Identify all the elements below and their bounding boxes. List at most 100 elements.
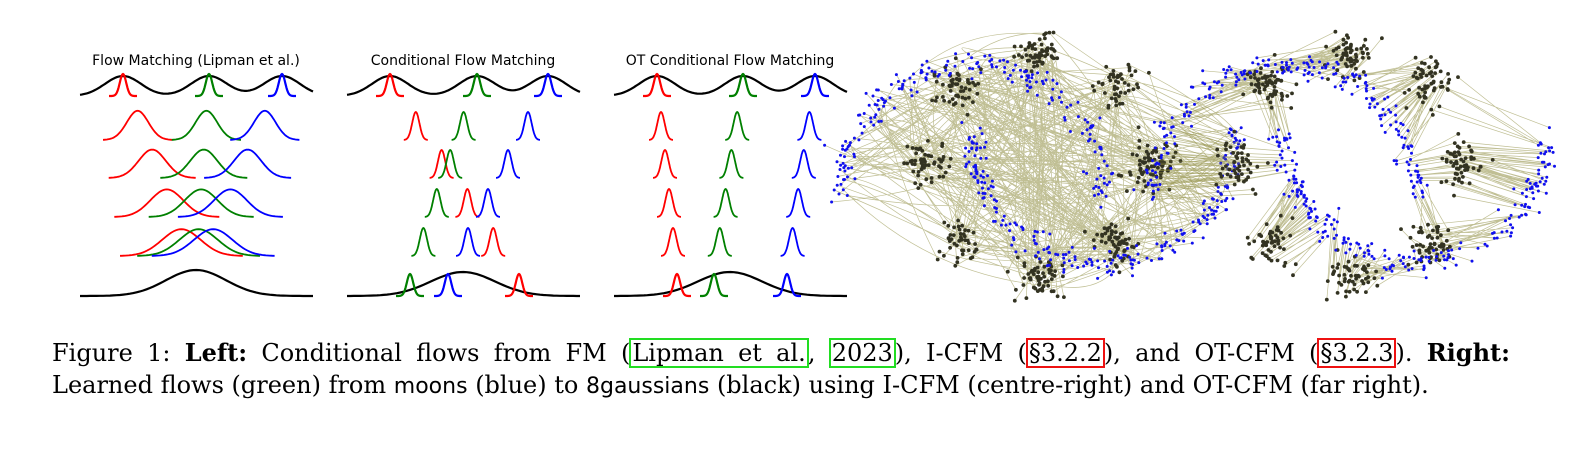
otcfm-moons-point (1169, 166, 1173, 170)
otcfm-8gaussians-point (1355, 59, 1359, 63)
otcfm-moons-point (1543, 165, 1547, 169)
otcfm-8gaussians-point (1345, 64, 1349, 69)
icfm-moons-point (1070, 264, 1074, 268)
icfm-8gaussians-point (916, 170, 921, 174)
icfm-moons-point (1102, 159, 1106, 163)
caption-left-text-1: Conditional flows from FM ( (261, 339, 631, 367)
section-ref-otcfm-link[interactable]: §3.2.3 (1317, 338, 1397, 368)
icfm-moons-point (979, 174, 983, 178)
otcfm-moons-point (1225, 68, 1229, 72)
otcfm-8gaussians-point (1455, 172, 1459, 177)
otcfm-8gaussians-point (1263, 253, 1268, 258)
otcfm-8gaussians-point (1231, 151, 1235, 155)
icfm-8gaussians-point (1024, 296, 1029, 300)
fm-red-conditional-curve (120, 228, 243, 257)
icfm-moons-point (1085, 262, 1089, 266)
icfm-8gaussians-point (1037, 282, 1041, 287)
icfm-8gaussians-point (1156, 165, 1160, 170)
otcfm-moons-point (1422, 268, 1426, 272)
citation-lipman-author-link[interactable]: Lipman et al. (629, 338, 809, 368)
dataset-name-8gaussians: 8gaussians (585, 374, 710, 399)
icfm-moons-point (835, 183, 839, 187)
otcfm-moons-point (1303, 68, 1307, 72)
icfm-8gaussians-point (1118, 102, 1122, 106)
otcfm-moons-point (1173, 135, 1176, 139)
icfm-moons-point (912, 80, 916, 84)
icfm-moons-point (1225, 184, 1229, 188)
icfm-8gaussians-point (1114, 92, 1118, 96)
icfm-moons-point (1201, 202, 1205, 205)
icfm-moons-point (990, 63, 994, 67)
icfm-8gaussians-point (951, 102, 956, 107)
icfm-moons-point (1201, 236, 1205, 240)
icfm-moons-point (992, 198, 996, 202)
otcfm-moons-point (1342, 236, 1346, 240)
otcfm-8gaussians-point (1430, 74, 1435, 78)
icfm-moons-point (1108, 180, 1111, 184)
icfm-moons-point (1028, 80, 1032, 84)
icfm-8gaussians-point (1126, 62, 1131, 67)
icfm-moons-point (1076, 100, 1080, 104)
otcfm-moons-point (1410, 151, 1413, 155)
otcfm-8gaussians-point (1289, 106, 1294, 110)
otcfm-8gaussians-point (1236, 151, 1240, 156)
otcfm-moons-point (1525, 188, 1529, 191)
otcfm-moons-point (1406, 129, 1410, 133)
icfm-8gaussians-point (1125, 189, 1129, 194)
otcfm-moons-point (1547, 146, 1551, 150)
otcfm-moons-point (1365, 84, 1369, 88)
otcfm-moons-point (1407, 147, 1411, 150)
otcfm-moons-point (1386, 95, 1390, 99)
icfm-8gaussians-point (956, 218, 960, 223)
otcfm-8gaussians-point (1264, 222, 1269, 227)
otcfm-moons-point (1289, 58, 1293, 62)
icfm-moons-point (1116, 254, 1120, 258)
otcfm-moons-point (1293, 168, 1297, 172)
otcfm-moons-point (1403, 265, 1407, 269)
icfm-moons-point (944, 68, 948, 72)
otcfm-8gaussians-point (1452, 193, 1456, 198)
icfm-moons-point (1024, 70, 1028, 73)
icfm-moons-point (1160, 257, 1164, 261)
icfm-moons-point (853, 177, 857, 181)
otcfm-moons-point (1306, 79, 1310, 83)
otcfm-moons-point (1154, 171, 1157, 174)
icfm-moons-point (1104, 194, 1108, 198)
section-ref-icfm-link[interactable]: §3.2.2 (1025, 338, 1105, 368)
icfm-8gaussians-point (939, 159, 944, 164)
otcfm-moons-point (1356, 85, 1360, 88)
icfm-8gaussians-point (965, 112, 970, 117)
otcfm-8gaussians-point (1290, 216, 1295, 221)
otcfm-8gaussians-point (1279, 78, 1284, 83)
icfm-moons-point (1085, 128, 1089, 132)
otcfm-8gaussians-point (1456, 132, 1461, 136)
icfm-8gaussians-point (902, 161, 906, 166)
otcfm-moons-point (1287, 132, 1291, 136)
otcfm-moons-point (1321, 230, 1325, 234)
otcfm-8gaussians-point (1337, 280, 1341, 285)
otcfm-moons-point (1277, 144, 1281, 148)
otcfm-8gaussians-point (1248, 75, 1253, 80)
icfm-8gaussians-point (937, 249, 942, 254)
otcfm-moons-point (1184, 102, 1188, 106)
icfm-8gaussians-point (951, 233, 956, 238)
icfm-moons-point (1063, 116, 1066, 119)
otcfm-moons-point (1169, 131, 1173, 135)
otcfm-8gaussians-point (1469, 149, 1474, 154)
otcfm-moons-points (1132, 55, 1556, 280)
otcfm-moons-point (1407, 163, 1411, 167)
citation-lipman-year-link[interactable]: 2023 (828, 338, 896, 368)
icfm-8gaussians-point (1040, 286, 1045, 291)
icfm-moons-point (846, 166, 850, 170)
icfm-moons-point (1062, 268, 1066, 271)
icfm-moons-point (1014, 63, 1018, 67)
otcfm-moons-point (1491, 231, 1494, 235)
icfm-8gaussians-point (1020, 55, 1024, 59)
icfm-moons-point (1230, 133, 1234, 137)
icfm-8gaussians-point (960, 252, 965, 257)
otcfm-8gaussians-point (1478, 165, 1483, 169)
otcfm-moons-point (1511, 226, 1515, 230)
otcfm-8gaussians-point (1218, 172, 1223, 176)
otcfm-moons-point (1520, 191, 1524, 195)
otcfm-8gaussians-point (1275, 225, 1280, 230)
